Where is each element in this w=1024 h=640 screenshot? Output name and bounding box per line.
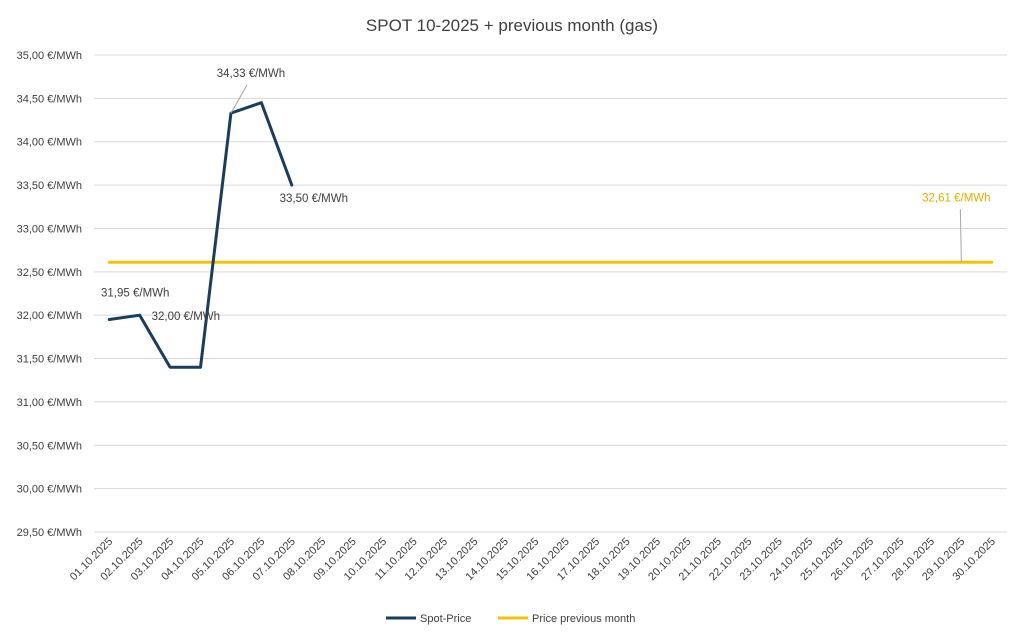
y-tick-label: 31,00 €/MWh — [17, 397, 82, 409]
x-axis-ticks: 01.10.202502.10.202503.10.202504.10.2025… — [68, 536, 998, 583]
data-label: 31,95 €/MWh — [101, 288, 169, 300]
label-leader-line — [959, 209, 962, 263]
legend: Spot-Price Price previous month — [386, 613, 635, 625]
series-line-spot-price — [107, 101, 294, 369]
data-label: 34,33 €/MWh — [217, 68, 285, 80]
y-tick-label: 33,50 €/MWh — [17, 180, 82, 192]
legend-label: Price previous month — [532, 613, 635, 625]
y-tick-label: 35,00 €/MWh — [17, 50, 82, 62]
y-tick-label: 32,50 €/MWh — [17, 267, 82, 279]
y-tick-label: 34,00 €/MWh — [17, 137, 82, 149]
grid-layer — [94, 54, 1007, 533]
data-label: 33,50 €/MWh — [280, 193, 348, 205]
y-tick-label: 29,50 €/MWh — [17, 527, 82, 539]
y-tick-label: 32,00 €/MWh — [17, 310, 82, 322]
y-axis-ticks: 29,50 €/MWh 30,00 €/MWh 30,50 €/MWh 31,00 €… — [17, 50, 82, 539]
y-tick-label: 30,50 €/MWh — [17, 440, 82, 452]
y-tick-label: 30,00 €/MWh — [17, 484, 82, 496]
y-tick-label: 34,50 €/MWh — [17, 93, 82, 105]
label-leader-line — [230, 84, 248, 114]
y-tick-label: 31,50 €/MWh — [17, 354, 82, 366]
data-label: 32,61 €/MWh — [922, 192, 990, 204]
data-label: 32,00 €/MWh — [152, 311, 220, 323]
series-layer — [107, 101, 994, 369]
y-tick-label: 33,00 €/MWh — [17, 223, 82, 235]
data-labels: 31,95 €/MWh 32,00 €/MWh 34,33 €/MWh 33,50 €… — [101, 68, 991, 323]
chart-title: SPOT 10-2025 + previous month (gas) — [366, 16, 658, 35]
legend-label: Spot-Price — [420, 613, 471, 625]
